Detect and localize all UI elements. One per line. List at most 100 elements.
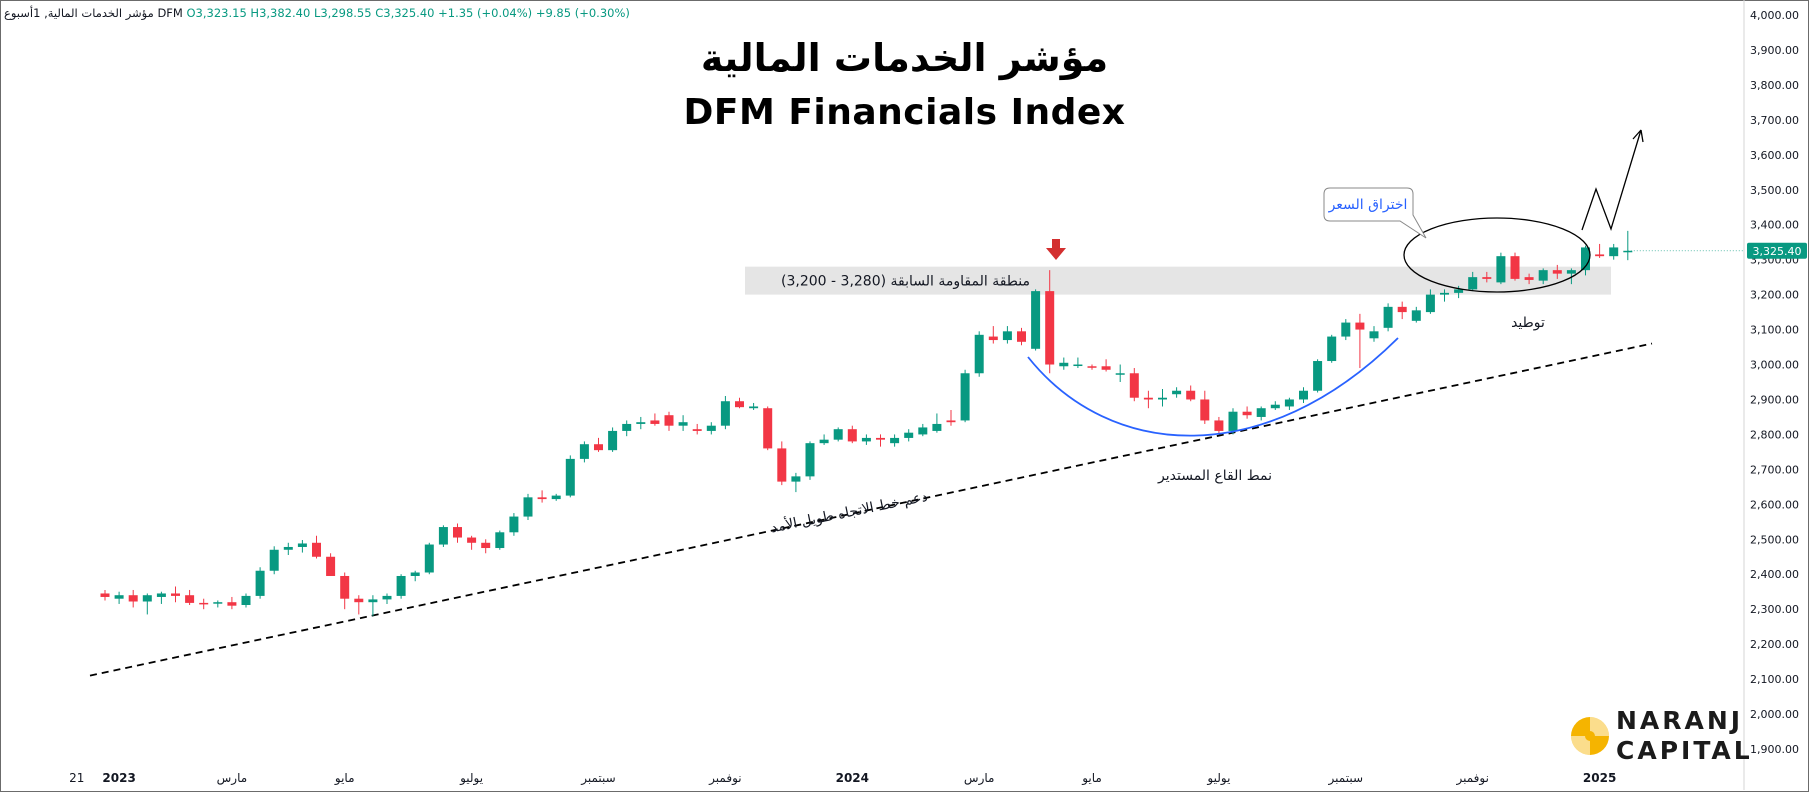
candle-body (509, 516, 519, 533)
candle (1228, 408, 1238, 435)
logo-line-2: CAPITAL (1616, 736, 1753, 765)
candle (1270, 401, 1280, 410)
candle (283, 542, 293, 556)
price-tick-label: 3,700.00 (1750, 114, 1799, 127)
trendline-label: دعم خط الاتجاه طويل الأمد (769, 487, 929, 536)
candle-body (453, 527, 462, 538)
candle-body (354, 598, 364, 603)
candle (1200, 390, 1210, 424)
candle-body (551, 495, 561, 500)
candle (128, 589, 138, 608)
candle (946, 409, 956, 426)
candle-body (1369, 331, 1379, 339)
candle-body (1045, 291, 1055, 365)
price-tick-label: 3,100.00 (1750, 324, 1799, 337)
candle (185, 589, 195, 605)
time-tick-label: مايو (334, 771, 355, 786)
candle (1059, 357, 1069, 370)
time-axis[interactable]: 21 2023 مارس مايو يوليو سبتمبر نوفمبر 2024 مارس م… (69, 771, 1616, 786)
price-tick-label: 2,800.00 (1750, 428, 1799, 441)
rounding-bottom-curve (1027, 337, 1399, 437)
candle (791, 472, 801, 493)
candle (749, 402, 759, 410)
price-tick-label: 2,700.00 (1750, 463, 1799, 476)
chart-title-english: DFM Financials Index (683, 92, 1126, 133)
price-tick-label: 2,400.00 (1750, 568, 1799, 581)
candle (692, 423, 702, 435)
candle-body (1129, 373, 1139, 398)
candle-body (1609, 247, 1619, 257)
breakout-callout (1323, 187, 1427, 239)
candle-body (1017, 331, 1026, 342)
candle-body (297, 543, 307, 547)
candle (847, 425, 857, 444)
candle-body (523, 497, 533, 517)
candle-body (1411, 310, 1421, 321)
candle (1256, 406, 1266, 421)
time-tick-label: نوفمبر (1455, 771, 1488, 786)
candle-body (312, 542, 321, 557)
change-value: +1.35 (+0.04%) (438, 6, 533, 20)
candle-body (988, 336, 998, 341)
candle (1172, 387, 1182, 398)
low-value: L3,298.55 (313, 6, 372, 20)
candle-body (481, 542, 491, 549)
candle (1341, 319, 1351, 341)
candle-body (382, 595, 392, 600)
candle (1524, 273, 1534, 285)
candle (1129, 368, 1139, 402)
time-tick-label: مارس (217, 771, 248, 786)
candle (269, 546, 279, 575)
time-tick-label: مارس (964, 771, 995, 786)
time-tick-label: 2023 (102, 771, 135, 785)
candle (551, 493, 561, 501)
candle (1115, 364, 1125, 382)
candle-body (904, 432, 914, 438)
symbol-name[interactable]: مؤشر الخدمات المالية, 1أسبوع (4, 6, 154, 20)
candle (537, 490, 547, 503)
candle (171, 586, 180, 603)
candle-body (974, 334, 984, 374)
candle-body (876, 437, 885, 440)
price-tick-label: 2,600.00 (1750, 498, 1799, 511)
candle (156, 591, 166, 604)
candle (1031, 289, 1041, 351)
candle (1468, 271, 1478, 292)
candle-body (1327, 336, 1337, 362)
candle-body (1143, 397, 1153, 400)
exchange-name: DFM (157, 6, 183, 20)
candle (1073, 357, 1083, 369)
candle (720, 395, 730, 430)
candle (1242, 406, 1252, 419)
candle-body (1228, 411, 1238, 431)
candle-body (1482, 277, 1492, 279)
candle-body (1299, 390, 1308, 400)
candle-body (1313, 361, 1323, 391)
candle-body (805, 443, 815, 477)
candle-body (622, 423, 632, 431)
candle-body (100, 593, 110, 597)
candle (1440, 289, 1449, 302)
candle-body (1200, 399, 1210, 421)
candle (312, 535, 321, 559)
candle (438, 525, 448, 547)
candle (241, 593, 251, 608)
candle (876, 434, 885, 447)
time-tick-label: يوليو (459, 771, 483, 786)
candle-body (650, 420, 660, 424)
candle-body (283, 546, 293, 550)
candle-body (128, 595, 138, 602)
candle (1482, 271, 1492, 283)
candle (960, 369, 970, 423)
candle (1425, 289, 1435, 314)
candle-body (142, 595, 152, 602)
candle-body (890, 437, 900, 444)
candle (1581, 245, 1590, 276)
candle-body (594, 444, 603, 451)
candle-body (1158, 397, 1167, 400)
time-tick-label: سبتمبر (1328, 771, 1363, 786)
price-tick-label: 3,200.00 (1750, 289, 1799, 302)
candle (1313, 359, 1323, 393)
candle (340, 572, 350, 610)
